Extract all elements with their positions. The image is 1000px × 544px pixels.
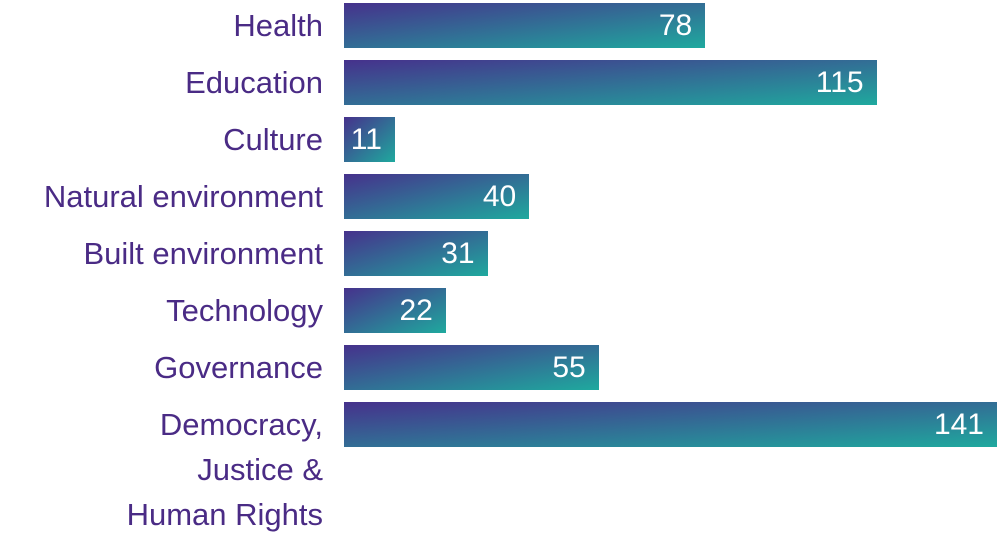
value-label: 55 <box>552 351 586 384</box>
category-label: Health <box>233 8 323 43</box>
chart-row: Democracy, Justice & Human Rights 141 <box>0 402 1000 532</box>
bar: 22 <box>344 288 446 333</box>
bar-area: 40 <box>344 174 997 219</box>
bar-area: 55 <box>344 345 997 390</box>
value-label: 78 <box>658 9 693 42</box>
bar-area: 11 <box>344 117 997 162</box>
category-label: Democracy, Justice & Human Rights <box>126 407 323 532</box>
value-label: 31 <box>441 237 475 270</box>
bar: 40 <box>344 174 530 219</box>
bar: 55 <box>344 345 599 390</box>
category-label: Built environment <box>83 236 323 271</box>
chart-row: Natural environment 40 <box>0 174 1000 219</box>
value-label: 11 <box>350 123 382 156</box>
bar-area: 141 <box>344 402 997 447</box>
category-label: Education <box>185 65 323 100</box>
bar-area: 115 <box>344 60 997 105</box>
category-label: Natural environment <box>43 179 323 214</box>
chart-row: Built environment 31 <box>0 231 1000 276</box>
bar-area: 22 <box>344 288 997 333</box>
value-label: 40 <box>482 180 517 213</box>
value-label: 22 <box>399 294 433 327</box>
bar: 141 <box>344 402 997 447</box>
value-label: 115 <box>815 66 864 99</box>
bar: 31 <box>344 231 488 276</box>
bar: 11 <box>344 117 395 162</box>
category-label: Governance <box>154 350 323 385</box>
category-label: Technology <box>166 293 323 328</box>
chart-row: Education 115 <box>0 60 1000 105</box>
value-label: 141 <box>933 408 984 441</box>
bar-area: 78 <box>344 3 997 48</box>
category-label: Culture <box>223 122 323 157</box>
chart-row: Health 78 <box>0 3 1000 48</box>
bar: 78 <box>344 3 706 48</box>
chart-row: Governance 55 <box>0 345 1000 390</box>
bar: 115 <box>344 60 877 105</box>
bar-area: 31 <box>344 231 997 276</box>
chart-row: Culture 11 <box>0 117 1000 162</box>
chart-row: Technology 22 <box>0 288 1000 333</box>
